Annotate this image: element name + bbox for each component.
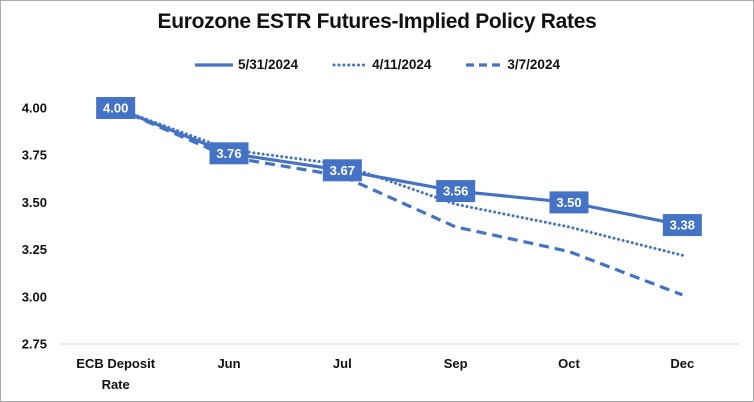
legend-label-dashed: 3/7/2024 [507, 57, 560, 72]
data-label-value: 3.50 [556, 195, 581, 210]
data-label-box [209, 142, 249, 165]
x-axis-category-label: ECB Deposit [76, 356, 155, 371]
x-axis-category-label: Rate [102, 377, 130, 392]
x-axis-category-label: Jul [333, 356, 352, 371]
legend-item-dotted: 4/11/2024 [332, 57, 431, 72]
y-axis-tick-label: 4.00 [22, 101, 47, 116]
data-label-box [436, 180, 476, 203]
data-label-value: 3.76 [216, 146, 241, 161]
series-line-dashed [115, 106, 683, 297]
data-label-box [322, 159, 362, 182]
legend-line-dotted-icon [332, 63, 369, 66]
legend-item-solid: 5/31/2024 [194, 57, 298, 72]
data-label-value: 3.56 [443, 184, 468, 199]
data-label-box [549, 191, 589, 214]
x-axis-category-label: Dec [670, 356, 694, 371]
chart-legend: 5/31/2024 4/11/2024 3/7/2024 [1, 57, 753, 72]
y-axis-tick-label: 3.25 [22, 242, 47, 257]
data-label-box [96, 97, 136, 119]
y-axis-tick-label: 3.50 [22, 195, 47, 210]
data-label-value: 3.67 [330, 163, 355, 178]
x-axis-category-label: Jun [217, 356, 240, 371]
data-label-box [662, 214, 702, 237]
x-axis-category-label: Sep [444, 356, 468, 371]
y-axis-tick-label: 3.75 [22, 148, 47, 163]
data-label-value: 4.00 [103, 101, 128, 116]
chart-title: Eurozone ESTR Futures-Implied Policy Rat… [157, 10, 597, 33]
legend-line-solid-icon [195, 62, 234, 67]
legend-line-dashed-icon [466, 62, 503, 67]
legend-item-dashed: 3/7/2024 [465, 57, 560, 72]
data-label-value: 3.38 [670, 218, 695, 233]
x-axis-category-label: Oct [558, 356, 580, 371]
legend-label-solid: 5/31/2024 [238, 57, 299, 72]
y-axis-tick-label: 2.75 [22, 337, 47, 352]
y-axis-tick-label: 3.00 [22, 289, 47, 304]
legend-label-dotted: 4/11/2024 [372, 57, 432, 72]
series-line-solid [115, 106, 683, 227]
series-line-dotted [114, 106, 684, 257]
